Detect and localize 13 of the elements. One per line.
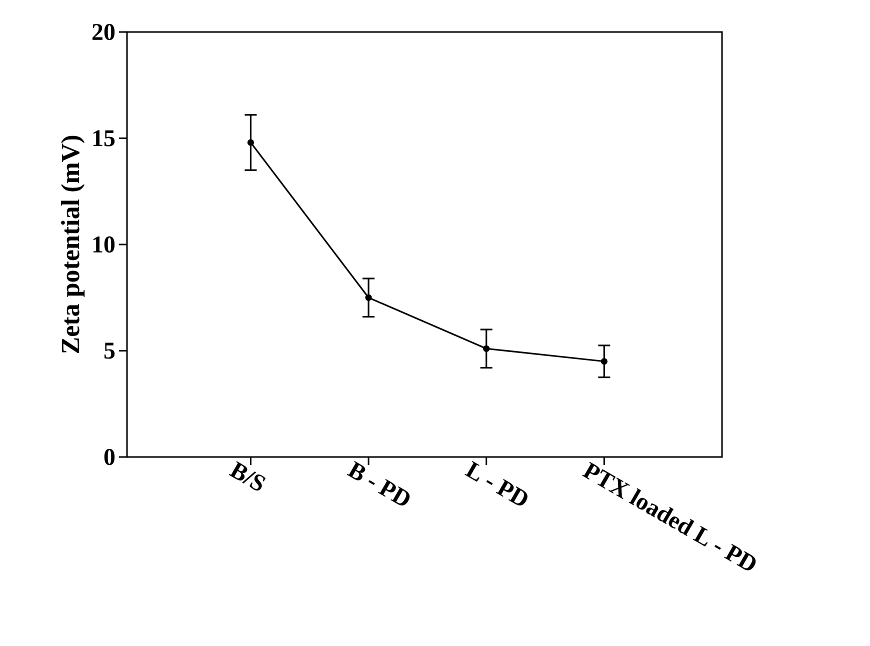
x-tick-label: L - PD	[464, 461, 528, 506]
y-tick-label: 5	[104, 342, 115, 359]
y-tick-label: 20	[92, 24, 115, 40]
y-tick-label: 0	[104, 448, 115, 466]
y-tick-label: 10	[93, 236, 115, 253]
point	[600, 358, 608, 365]
point	[365, 294, 372, 301]
x-tick-label: B - PD	[346, 461, 410, 506]
x-tick-label: B/S	[228, 461, 266, 491]
point	[483, 345, 490, 352]
y-axis-title: Zeta potential (mV)	[61, 136, 85, 354]
point	[247, 139, 254, 146]
y-tick-label: 15	[93, 130, 115, 146]
